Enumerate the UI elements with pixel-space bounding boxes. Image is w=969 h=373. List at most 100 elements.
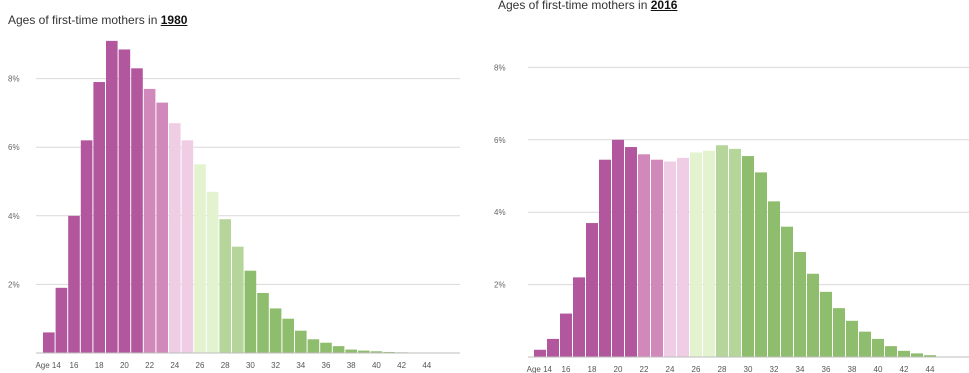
x-tick-label: 34 xyxy=(796,365,805,373)
chart-title-year: 2016 xyxy=(650,0,678,12)
bar-age-20 xyxy=(118,49,131,353)
chart-2016-plot: 2% 4% 6% 8% Age 14 16 18 20 22 24 26 28 30 32 34 36 38 40… xyxy=(494,63,969,373)
bar-age-31 xyxy=(755,172,767,357)
bar-age-37 xyxy=(833,308,845,357)
x-tick-label: 20 xyxy=(614,365,623,373)
bar-age-15 xyxy=(55,287,68,353)
bar-age-30 xyxy=(244,270,257,353)
x-tick-label: 44 xyxy=(926,365,935,373)
bar-age-36 xyxy=(820,291,832,357)
bar-age-25 xyxy=(181,140,194,353)
bar-age-17 xyxy=(573,277,585,357)
bar-age-33 xyxy=(282,318,294,353)
bar-age-19 xyxy=(599,159,611,357)
bar-age-24 xyxy=(169,123,181,353)
bar-age-30 xyxy=(742,156,754,357)
x-tick-label: 22 xyxy=(145,361,154,370)
bar-age-34 xyxy=(295,330,307,353)
x-tick-label: 20 xyxy=(120,361,129,370)
x-tick-label: 30 xyxy=(744,365,753,373)
bar-age-41 xyxy=(885,346,897,357)
bar-age-40 xyxy=(872,338,884,357)
x-tick-label: 18 xyxy=(588,365,597,373)
bar-age-21 xyxy=(131,68,143,353)
x-tick-label: 42 xyxy=(397,361,406,370)
bar-age-39 xyxy=(859,331,871,357)
x-tick-label: 16 xyxy=(562,365,571,373)
bar-age-18 xyxy=(586,223,598,357)
y-tick-label: 4% xyxy=(8,212,20,221)
y-tick-label: 8% xyxy=(494,63,506,72)
bar-age-22 xyxy=(638,154,650,357)
bar-age-34 xyxy=(794,252,806,357)
bar-age-23 xyxy=(156,102,168,353)
bar-age-35 xyxy=(307,339,320,353)
y-tick-label: 2% xyxy=(494,281,506,290)
bar-age-19 xyxy=(106,40,118,354)
y-tick-label: 2% xyxy=(8,280,20,289)
x-tick-label: 26 xyxy=(196,361,205,370)
x-tick-label: 24 xyxy=(170,361,179,370)
x-tick-label: 36 xyxy=(322,361,331,370)
x-tick-label: 44 xyxy=(422,361,431,370)
bar-age-26 xyxy=(690,152,702,357)
y-tick-label: 4% xyxy=(494,208,506,217)
x-tick-label: 28 xyxy=(221,361,230,370)
bar-age-44 xyxy=(924,355,936,357)
bar-age-32 xyxy=(269,308,282,353)
chart-title-year: 1980 xyxy=(160,13,188,27)
x-tick-label: 38 xyxy=(347,361,356,370)
bar-age-35 xyxy=(807,273,819,357)
bar-age-16 xyxy=(560,313,572,357)
x-tick-label: Age 14 xyxy=(527,365,553,373)
bar-age-27 xyxy=(206,191,219,353)
x-tick-label: 40 xyxy=(874,365,883,373)
chart-title-prefix: Ages of first-time mothers in xyxy=(8,13,161,27)
bar-age-42 xyxy=(898,350,910,357)
x-tick-label: 34 xyxy=(296,361,305,370)
bar-age-38 xyxy=(846,320,858,357)
x-tick-label: 32 xyxy=(271,361,280,370)
chart-title: Ages of first-time mothers in 1980 xyxy=(8,13,187,27)
x-tick-label: 28 xyxy=(718,365,727,373)
bar-age-23 xyxy=(651,159,663,357)
bar-age-22 xyxy=(143,88,156,353)
bar-age-41 xyxy=(383,351,395,353)
bar-age-38 xyxy=(345,349,357,353)
bar-age-40 xyxy=(370,351,383,353)
x-tick-label: 16 xyxy=(70,361,79,370)
x-tick-label: 32 xyxy=(770,365,779,373)
bar-age-39 xyxy=(358,350,370,353)
x-tick-label: 42 xyxy=(900,365,909,373)
bar-age-32 xyxy=(768,201,780,357)
x-tick-label: 22 xyxy=(640,365,649,373)
bar-age-17 xyxy=(80,140,93,353)
chart-title-prefix: Ages of first-time mothers in xyxy=(498,0,651,12)
bar-age-18 xyxy=(93,82,105,353)
bar-age-43 xyxy=(911,353,923,357)
x-tick-label: 18 xyxy=(95,361,104,370)
bar-age-20 xyxy=(612,139,624,357)
bar-age-25 xyxy=(677,157,689,357)
bar-age-14 xyxy=(534,349,546,357)
bar-age-27 xyxy=(703,150,715,357)
bar-age-26 xyxy=(194,164,206,353)
bar-age-36 xyxy=(320,342,332,353)
chart-title: Ages of first-time mothers in 2016 xyxy=(498,0,677,12)
bar-age-29 xyxy=(729,148,741,357)
bar-age-28 xyxy=(219,219,231,353)
x-tick-label: 38 xyxy=(848,365,857,373)
x-tick-label: 36 xyxy=(822,365,831,373)
bar-age-14 xyxy=(43,332,55,353)
bar-age-21 xyxy=(625,147,637,357)
x-tick-label: Age 14 xyxy=(35,361,61,370)
y-tick-label: 8% xyxy=(8,75,20,84)
bar-age-15 xyxy=(547,338,559,357)
x-tick-label: 24 xyxy=(666,365,675,373)
y-tick-label: 6% xyxy=(494,136,506,145)
chart-1980-plot: 2% 4% 6% 8% Age 14 16 18 20 22 24 26 28 30 32 34 36 38 40… xyxy=(8,40,460,370)
bar-age-31 xyxy=(257,292,269,353)
bar-age-24 xyxy=(664,161,676,357)
bar-age-16 xyxy=(68,215,80,353)
x-tick-label: 26 xyxy=(692,365,701,373)
